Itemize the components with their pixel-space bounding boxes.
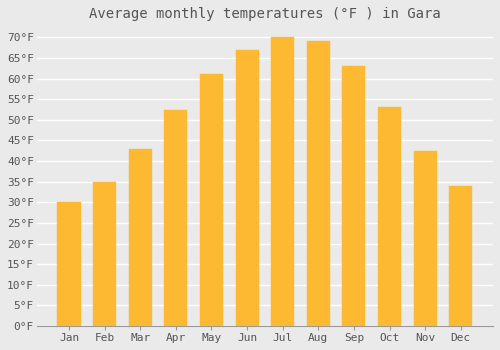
Bar (342, 66, 365, 326)
Bar (128, 149, 152, 326)
Bar (200, 75, 223, 326)
Bar (414, 151, 436, 326)
Bar (58, 202, 80, 326)
Bar (236, 50, 258, 326)
Bar (164, 110, 188, 326)
Bar (93, 182, 116, 326)
Bar (449, 186, 472, 326)
Bar (378, 107, 401, 326)
Bar (306, 41, 330, 326)
Bar (271, 37, 294, 326)
Title: Average monthly temperatures (°F ) in Gara: Average monthly temperatures (°F ) in Ga… (89, 7, 441, 21)
